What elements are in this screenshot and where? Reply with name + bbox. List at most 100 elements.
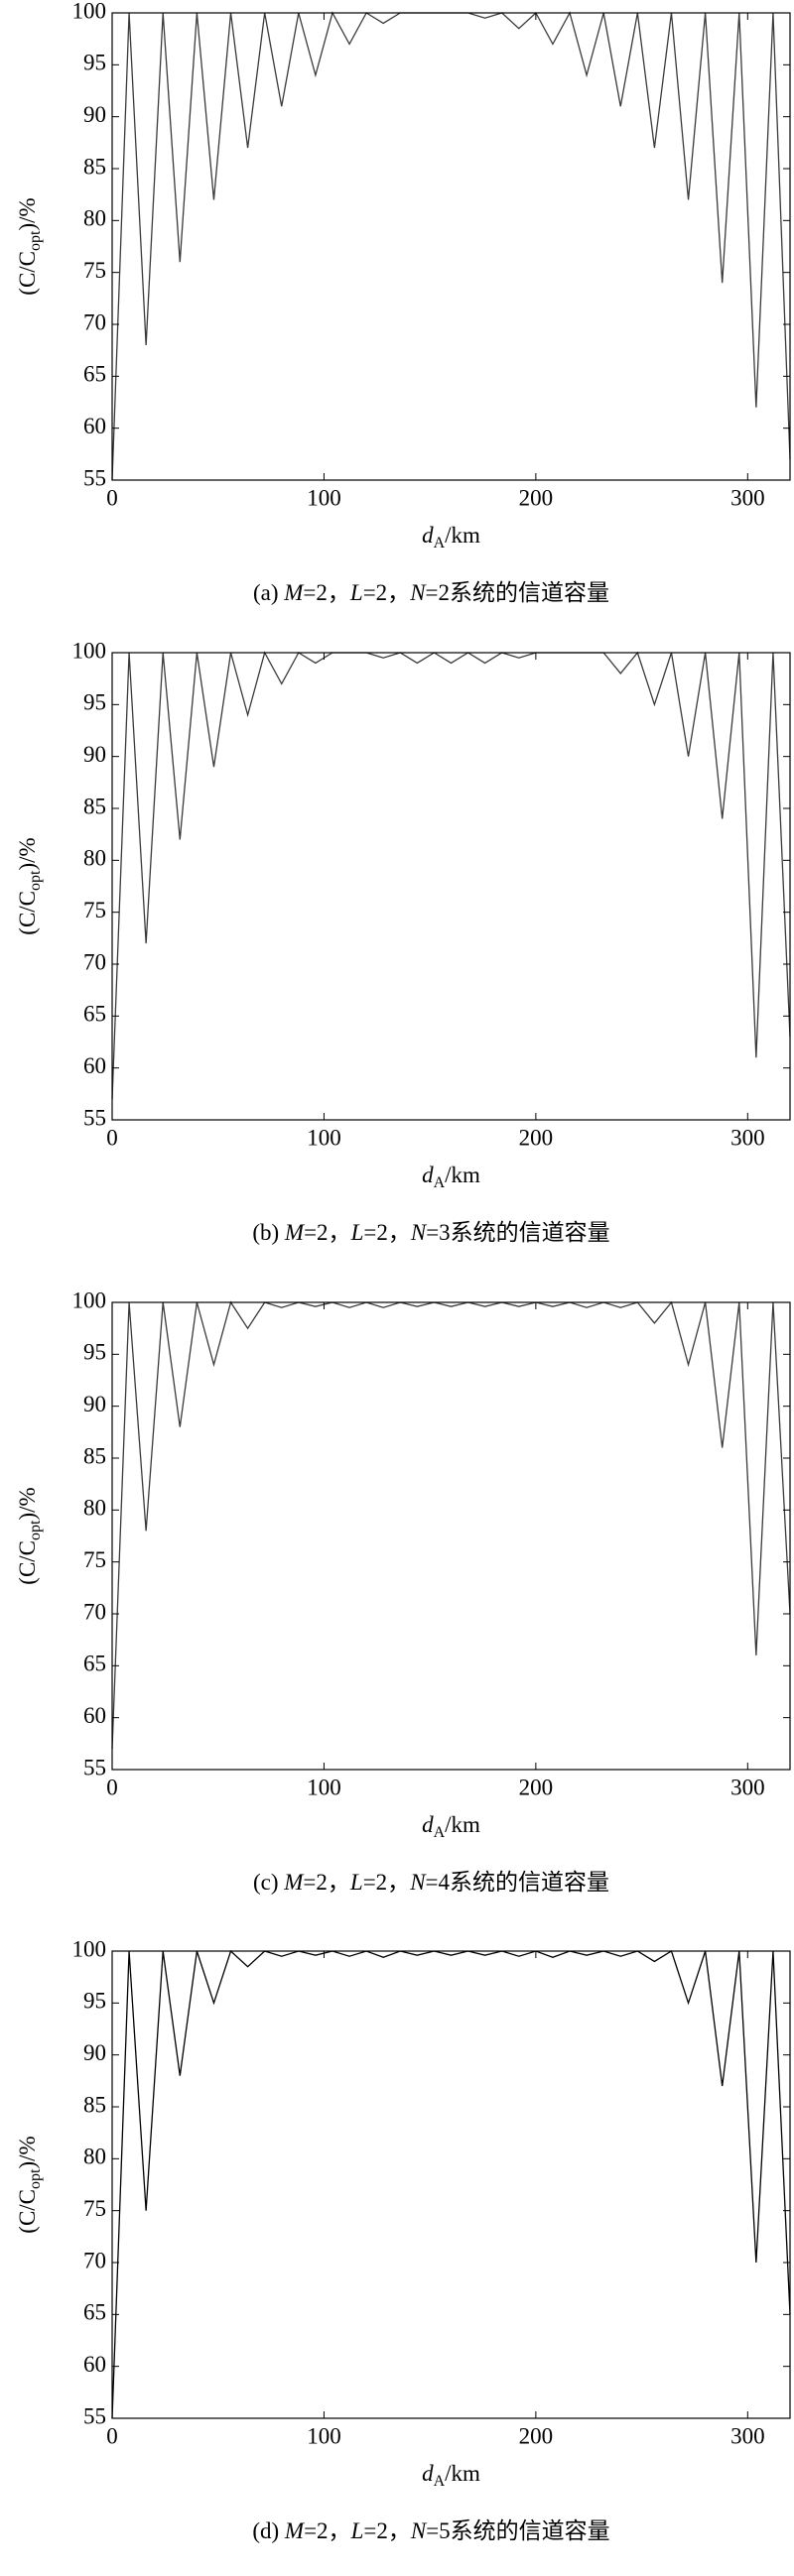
caption-part: =3系统的信道容量 xyxy=(426,1220,609,1245)
y-axis-label: (C/Copt)/% xyxy=(15,2136,43,2233)
data-line xyxy=(111,1300,791,1750)
y-tick-label: 85 xyxy=(83,2092,106,2117)
caption-part: =2， xyxy=(363,2518,410,2543)
x-tick-label: 200 xyxy=(519,1125,554,1150)
caption-part: =2， xyxy=(304,1220,350,1245)
caption-part: N xyxy=(410,2518,428,2543)
caption-part: N xyxy=(409,1870,427,1895)
caption-part: L xyxy=(349,580,363,605)
y-label-sub: opt xyxy=(27,230,44,251)
x-axis-label: dA/km xyxy=(422,2461,480,2489)
x-tick-label: 200 xyxy=(519,485,554,510)
x-tick-label: 100 xyxy=(307,485,341,510)
chart-panel: 55 60 65 70 75 80 85 90 95 100 0 100 200 300 (C/Copt)/… xyxy=(15,0,791,605)
caption: (d) M=2，L=2，N=5系统的信道容量 xyxy=(252,2518,609,2543)
y-label-part: (C/C xyxy=(15,1540,40,1585)
caption-part: =2系统的信道容量 xyxy=(426,580,609,605)
x-label-sub: A xyxy=(434,1824,446,1841)
x-label-var: d xyxy=(422,1812,434,1837)
y-tick-label: 75 xyxy=(83,1547,106,1572)
x-tick-label: 300 xyxy=(730,485,765,510)
y-tick-label: 90 xyxy=(83,742,106,767)
y-axis-label: (C/Copt)/% xyxy=(15,837,43,934)
y-label-part: )/% xyxy=(15,197,40,230)
y-label-sub: opt xyxy=(27,2168,44,2189)
caption-part: (b) xyxy=(252,1220,285,1245)
caption-part: (d) xyxy=(252,2518,285,2543)
caption-part: M xyxy=(284,2518,306,2543)
y-label-part: )/% xyxy=(15,2136,40,2168)
x-tick-label: 0 xyxy=(106,1125,118,1150)
y-label-part: (C/C xyxy=(15,251,40,296)
y-label-part: )/% xyxy=(15,1487,40,1520)
y-tick-label: 90 xyxy=(83,2040,106,2065)
y-label-part: (C/C xyxy=(15,2189,40,2234)
y-tick-label: 85 xyxy=(83,1443,106,1468)
y-tick-label: 75 xyxy=(83,258,106,283)
y-tick-label: 70 xyxy=(83,309,106,334)
x-tick-label: 200 xyxy=(519,2423,554,2448)
y-tick-label: 55 xyxy=(83,465,106,490)
y-axis-label: (C/Copt)/% xyxy=(15,1487,43,1584)
plot-frame xyxy=(111,1950,791,2419)
x-axis-label: dA/km xyxy=(422,1163,480,1190)
y-tick-label: 60 xyxy=(83,414,106,438)
caption-part: L xyxy=(350,1220,364,1245)
data-line xyxy=(111,1949,791,2419)
plot-frame xyxy=(111,652,791,1121)
x-label-part: /km xyxy=(445,2461,480,2486)
caption-part: (a) xyxy=(253,580,284,605)
y-tick-label: 90 xyxy=(83,102,106,127)
x-tick-label: 100 xyxy=(307,1775,341,1799)
y-tick-label: 65 xyxy=(83,362,106,387)
y-tick-label: 100 xyxy=(72,638,107,663)
caption-part: (c) xyxy=(253,1870,284,1895)
y-tick-label: 55 xyxy=(83,1755,106,1779)
caption-part: =5系统的信道容量 xyxy=(426,2518,609,2543)
y-tick-label: 65 xyxy=(83,2300,106,2325)
caption-part: =2， xyxy=(363,1220,410,1245)
plot-frame xyxy=(111,1301,791,1771)
y-label-sub: opt xyxy=(27,870,44,891)
x-tick-label: 100 xyxy=(307,2423,341,2448)
y-tick-label: 95 xyxy=(83,51,106,75)
x-tick-label: 300 xyxy=(730,1125,765,1150)
caption-part: =2， xyxy=(363,1870,410,1895)
caption-part: M xyxy=(283,1870,305,1895)
caption-part: =2， xyxy=(363,580,410,605)
caption: (a) M=2，L=2，N=2系统的信道容量 xyxy=(253,580,609,605)
y-tick-label: 70 xyxy=(83,1599,106,1624)
y-label-part: (C/C xyxy=(15,891,40,935)
y-tick-label: 75 xyxy=(83,898,106,922)
y-tick-label: 60 xyxy=(83,2352,106,2377)
chart-panel: 55 60 65 70 75 80 85 90 95 100 0 100 200 300 (C/Copt)/… xyxy=(15,1936,791,2543)
y-tick-label: 70 xyxy=(83,2248,106,2272)
caption-part: N xyxy=(410,1220,428,1245)
y-tick-label: 55 xyxy=(83,2403,106,2428)
y-axis-label: (C/Copt)/% xyxy=(15,197,43,295)
x-tick-label: 300 xyxy=(730,2423,765,2448)
x-label-part: /km xyxy=(445,1163,480,1187)
caption-part: =2， xyxy=(303,1870,349,1895)
chart-panel: 55 60 65 70 75 80 85 90 95 100 0 100 200 300 (C/Copt)/… xyxy=(15,638,791,1245)
y-tick-label: 85 xyxy=(83,794,106,818)
y-tick-label: 95 xyxy=(83,1340,106,1365)
caption: (b) M=2，L=2，N=3系统的信道容量 xyxy=(252,1220,609,1245)
x-label-var: d xyxy=(422,1163,434,1187)
y-tick-label: 80 xyxy=(83,846,106,871)
y-tick-label: 70 xyxy=(83,949,106,974)
x-label-var: d xyxy=(422,523,434,548)
data-line xyxy=(111,651,791,1100)
y-tick-label: 80 xyxy=(83,1496,106,1521)
x-label-var: d xyxy=(422,2461,434,2486)
caption-part: M xyxy=(284,1220,306,1245)
caption-part: =4系统的信道容量 xyxy=(426,1870,609,1895)
x-tick-label: 200 xyxy=(519,1775,554,1799)
y-tick-label: 85 xyxy=(83,154,106,179)
x-axis-label: dA/km xyxy=(422,1812,480,1840)
x-axis-label: dA/km xyxy=(422,523,480,551)
y-tick-label: 55 xyxy=(83,1105,106,1130)
y-tick-label: 90 xyxy=(83,1392,106,1416)
